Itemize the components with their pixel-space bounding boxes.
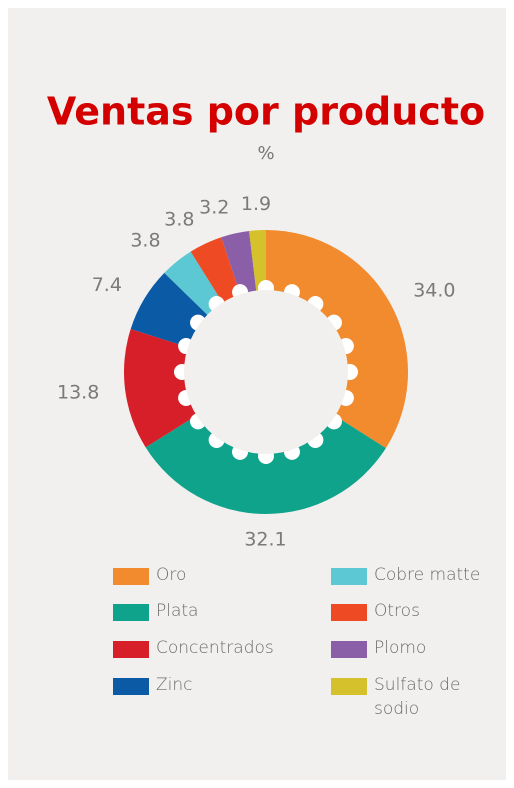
legend-label: Concentrados <box>156 638 274 658</box>
legend-swatch <box>113 641 149 658</box>
legend-item: Oro <box>113 565 281 587</box>
legend-item: Cobre matte <box>331 565 499 587</box>
legend-swatch <box>113 568 149 585</box>
value-label: 13.8 <box>57 382 99 404</box>
chart-subtitle: % <box>257 143 274 164</box>
value-label: 7.4 <box>92 274 122 296</box>
legend-item: Plomo <box>331 638 499 660</box>
legend-swatch <box>331 568 367 585</box>
legend-item: Plata <box>113 601 281 623</box>
legend-label: Otros <box>374 601 420 621</box>
legend-item: Otros <box>331 601 499 623</box>
legend-item: Concentrados <box>113 638 281 660</box>
legend-label: Plomo <box>374 638 427 658</box>
value-label: 34.0 <box>413 280 455 302</box>
legend-label: Oro <box>156 565 187 585</box>
value-label: 3.8 <box>130 230 160 252</box>
value-label: 3.2 <box>199 197 229 219</box>
chart-title: Ventas por producto <box>47 90 485 134</box>
legend-label: Zinc <box>156 675 193 695</box>
legend-swatch <box>113 604 149 621</box>
legend-item: Zinc <box>113 675 281 697</box>
donut-hole <box>184 290 348 454</box>
value-label: 32.1 <box>244 528 286 550</box>
legend-label: Plata <box>156 601 199 621</box>
legend-swatch <box>331 604 367 621</box>
legend-label: Cobre matte <box>374 565 481 585</box>
legend-swatch <box>113 678 149 695</box>
legend-item: Sulfato de sodio <box>331 675 499 721</box>
value-label: 3.8 <box>164 208 194 230</box>
legend-swatch <box>331 678 367 695</box>
value-label: 1.9 <box>241 193 271 215</box>
legend-swatch <box>331 641 367 658</box>
legend-label: Sulfato de sodio <box>374 675 461 719</box>
